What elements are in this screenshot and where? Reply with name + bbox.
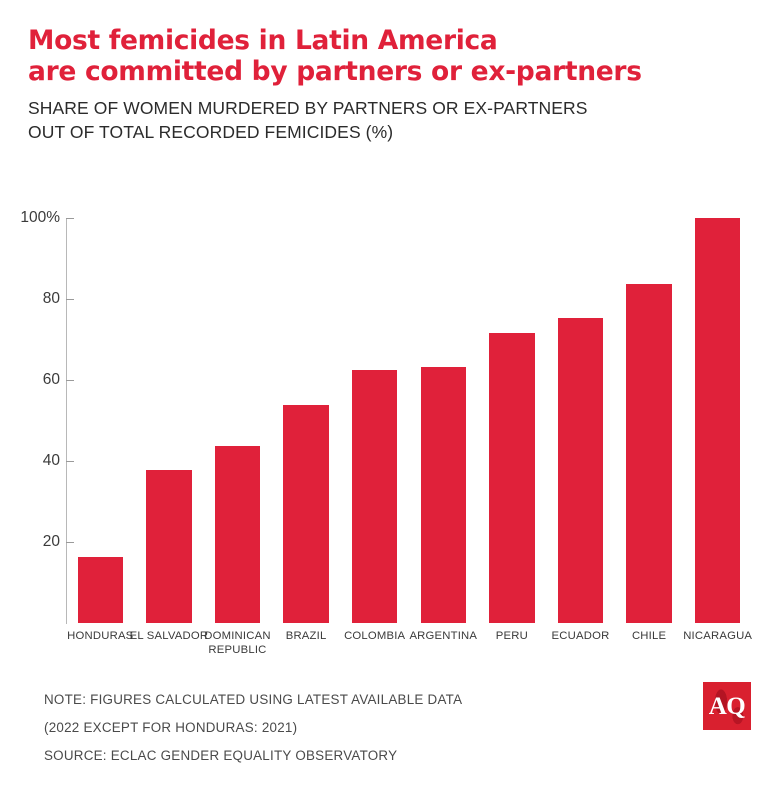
bar-group[interactable]: NICARAGUA xyxy=(683,218,752,642)
x-axis-label-line: CHILE xyxy=(631,630,667,642)
bar-group[interactable]: COLOMBIA xyxy=(340,218,409,642)
bar[interactable] xyxy=(489,333,535,623)
bar-group[interactable]: EL SALVADOR xyxy=(130,218,208,642)
title-line-1: Most femicides in Latin America xyxy=(28,25,498,56)
x-axis-label: HONDURAS xyxy=(60,630,141,644)
source-line: SOURCE: ECLAC GENDER EQUALITY OBSERVATOR… xyxy=(44,748,398,764)
bar[interactable] xyxy=(695,218,741,623)
bar-group[interactable]: PERU xyxy=(478,218,547,642)
bar-group[interactable]: ARGENTINA xyxy=(409,218,478,642)
bar-group[interactable]: DOMINICAN REPUBLIC xyxy=(203,218,272,656)
bar[interactable] xyxy=(557,318,604,623)
y-tick-label: 20 xyxy=(42,533,60,550)
globe-icon xyxy=(709,684,749,728)
y-tick-label: 80 xyxy=(42,290,60,307)
subtitle-line-2: OUT OF TOTAL RECORDED FEMICIDES (%) xyxy=(28,121,394,142)
y-tick-mark xyxy=(66,218,74,219)
y-tick-label: 100% xyxy=(20,209,60,226)
bar-series: HONDURAS EL SALVADOR DOMINICAN REPUBLIC BRAZ… xyxy=(66,218,752,656)
x-axis-label: EL SALVADOR xyxy=(129,630,210,644)
chart-footnotes: NOTE: FIGURES CALCULATED USING LATEST AV… xyxy=(44,686,644,770)
bar[interactable] xyxy=(283,405,329,623)
x-axis-label-line: EL SALVADOR xyxy=(129,630,209,642)
x-axis-label-line: ARGENTINA xyxy=(409,630,478,642)
x-axis-label-line: PERU xyxy=(495,630,528,642)
x-axis-label: DOMINICAN REPUBLIC xyxy=(197,630,278,658)
bar-group[interactable]: BRAZIL xyxy=(272,218,341,642)
note-line-2: (2022 EXCEPT FOR HONDURAS: 2021) xyxy=(44,720,298,736)
title-line-2: are committed by partners or ex-partners xyxy=(28,55,642,87)
x-axis-label: CHILE xyxy=(609,630,690,644)
x-axis-label: BRAZIL xyxy=(266,630,347,644)
x-axis-label: COLOMBIA xyxy=(334,630,415,644)
x-axis-label-line: DOMINICAN xyxy=(204,630,271,642)
x-axis-label-line: HONDURAS xyxy=(67,630,134,642)
x-axis-label: PERU xyxy=(472,630,553,644)
bar-group[interactable]: HONDURAS xyxy=(66,218,135,642)
aq-logo: AQ xyxy=(703,682,751,730)
x-axis-label: ECUADOR xyxy=(540,630,621,644)
chart-header: Most femicides in Latin America are comm… xyxy=(28,25,740,144)
y-tick-mark xyxy=(66,461,74,462)
x-axis-label-line: NICARAGUA xyxy=(683,630,753,642)
x-axis-label: NICARAGUA xyxy=(677,630,758,644)
chart-subtitle: SHARE OF WOMEN MURDERED BY PARTNERS OR E… xyxy=(28,97,740,144)
page-title: Most femicides in Latin America are comm… xyxy=(28,25,740,87)
aq-logo-text: AQ xyxy=(708,692,746,720)
x-axis-label-line: ECUADOR xyxy=(551,630,610,642)
bar[interactable] xyxy=(77,557,123,623)
x-axis-label-line: BRAZIL xyxy=(285,630,327,642)
bar-group[interactable]: CHILE xyxy=(615,218,684,642)
x-axis-label-line: REPUBLIC xyxy=(208,643,267,656)
y-tick-label: 60 xyxy=(42,371,60,388)
bar-chart: 20 40 60 80 100% HONDURAS EL SALVADOR DOMINICA… xyxy=(0,200,768,656)
y-tick-mark xyxy=(66,542,74,543)
x-axis-label-line: COLOMBIA xyxy=(344,630,406,642)
bar[interactable] xyxy=(146,469,192,623)
y-tick-mark xyxy=(66,380,74,381)
y-axis-line xyxy=(66,218,67,624)
x-axis-label: ARGENTINA xyxy=(403,630,484,644)
bar[interactable] xyxy=(214,446,261,623)
bar[interactable] xyxy=(626,284,672,623)
note-line-1: NOTE: FIGURES CALCULATED USING LATEST AV… xyxy=(44,692,463,707)
bar[interactable] xyxy=(420,367,466,623)
bar-group[interactable]: ECUADOR xyxy=(546,218,615,642)
subtitle-line-1: SHARE OF WOMEN MURDERED BY PARTNERS OR E… xyxy=(28,98,588,119)
bar[interactable] xyxy=(352,369,398,623)
y-tick-label: 40 xyxy=(42,452,60,469)
y-tick-mark xyxy=(66,299,74,300)
